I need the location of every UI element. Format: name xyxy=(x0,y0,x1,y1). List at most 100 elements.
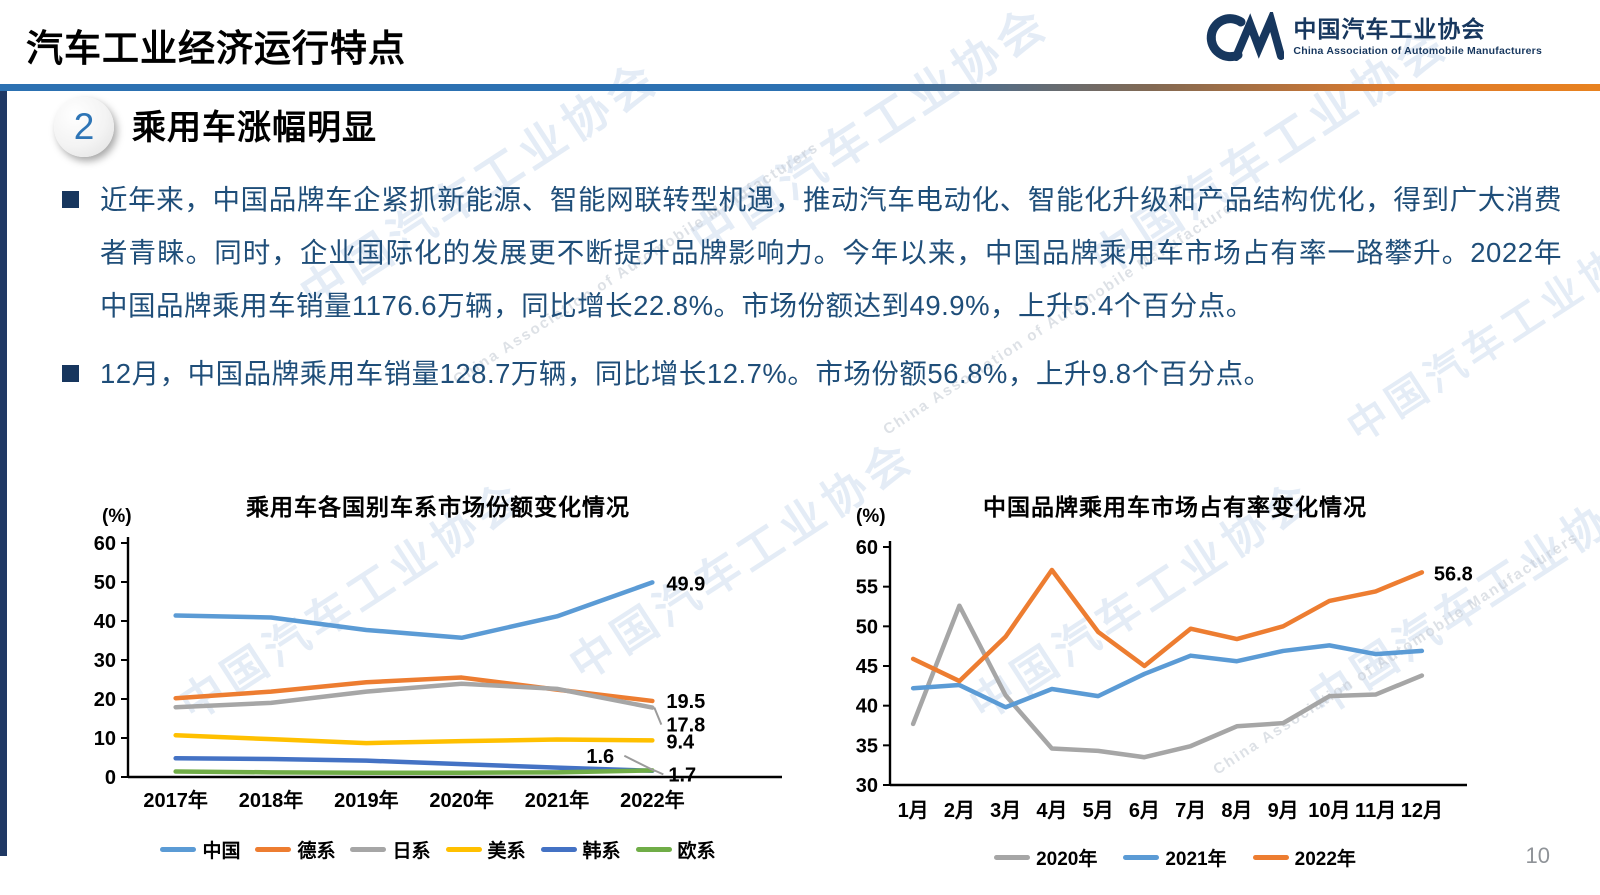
y-tick-label: 0 xyxy=(105,767,116,789)
logo-name-en: China Association of Automobile Manufact… xyxy=(1293,44,1542,57)
x-tick-label: 2月 xyxy=(944,800,975,822)
right-chart-unit-label: (%) xyxy=(856,506,886,527)
x-tick-label: 11月 xyxy=(1355,800,1396,822)
caam-logo: 中国汽车工业协会 China Association of Automobile… xyxy=(1200,12,1542,62)
bullet-square-icon xyxy=(62,191,79,208)
y-tick-label: 50 xyxy=(856,616,878,638)
series-end-label: 1.6 xyxy=(586,746,614,768)
y-tick-label: 40 xyxy=(94,611,116,633)
legend-label: 中国 xyxy=(202,841,241,862)
legend-label: 美系 xyxy=(487,841,526,862)
series-end-label: 1.7 xyxy=(668,764,696,786)
legend-swatch-icon xyxy=(350,847,387,852)
y-tick-label: 20 xyxy=(94,689,116,711)
legend-item: 韩系 xyxy=(540,836,621,863)
legend-item: 德系 xyxy=(255,836,335,863)
logo-name-cn: 中国汽车工业协会 xyxy=(1293,16,1486,43)
x-tick-label: 2022年 xyxy=(620,788,685,812)
series-line-0 xyxy=(910,603,1425,760)
left-chart: 0 10 20 30 40 50 60 2017年 2018年 2019年 2020年 2021年 20… xyxy=(94,533,782,812)
series-end-label: 9.4 xyxy=(666,731,695,753)
end-label-leader xyxy=(623,754,655,772)
y-tick-label: 30 xyxy=(94,650,116,672)
legend-swatch-icon xyxy=(1123,855,1160,860)
legend-label: 2020年 xyxy=(1036,849,1098,870)
left-accent-bar xyxy=(0,91,7,856)
legend-label: 日系 xyxy=(392,841,431,862)
end-label-leader xyxy=(653,769,664,776)
legend-item: 欧系 xyxy=(635,836,716,863)
x-tick-label: 9月 xyxy=(1268,800,1299,822)
series-end-label: 19.5 xyxy=(666,691,705,713)
x-tick-label: 5月 xyxy=(1083,800,1114,822)
x-tick-label: 4月 xyxy=(1036,800,1067,822)
x-tick-label: 2021年 xyxy=(525,788,590,812)
right-chart-title: 中国品牌乘用车市场占有率变化情况 xyxy=(983,494,1367,520)
legend-label: 2021年 xyxy=(1165,849,1227,870)
x-tick-label: 2020年 xyxy=(429,788,494,812)
end-label-leader xyxy=(653,707,663,725)
series-line-5 xyxy=(173,768,655,775)
legend-label: 2022年 xyxy=(1294,849,1356,870)
x-tick-label: 12月 xyxy=(1401,800,1443,822)
series-line-0 xyxy=(173,580,655,641)
page-number: 10 xyxy=(1525,843,1550,868)
caam-logo-mark-icon xyxy=(1207,12,1285,62)
bullet-item: 12月，中国品牌乘用车销量128.7万辆，同比增长12.7%。市场份额56.8%… xyxy=(62,348,1562,401)
series-end-label: 49.9 xyxy=(666,573,705,595)
y-tick-label: 55 xyxy=(856,577,878,599)
left-chart-unit-label: (%) xyxy=(102,506,132,527)
legend-label: 韩系 xyxy=(582,841,621,862)
section-heading: 乘用车涨幅明显 xyxy=(132,109,377,147)
bullet-square-icon xyxy=(62,365,79,383)
legend-item: 日系 xyxy=(350,836,431,863)
right-chart-legend: 2020年 2021年 2022年 xyxy=(845,844,1505,871)
y-tick-label: 40 xyxy=(856,696,878,718)
legend-item: 2020年 xyxy=(994,844,1097,871)
caam-logo-text: 中国汽车工业协会 China Association of Automobile… xyxy=(1293,16,1542,57)
bullet-text: 12月，中国品牌乘用车销量128.7万辆，同比增长12.7%。市场份额56.8%… xyxy=(100,358,1272,390)
legend-item: 中国 xyxy=(160,836,240,863)
legend-swatch-icon xyxy=(1252,855,1289,860)
x-tick-label: 3月 xyxy=(990,800,1021,822)
y-tick-label: 35 xyxy=(856,735,878,757)
y-tick-label: 50 xyxy=(94,572,116,594)
series-end-label: 56.8 xyxy=(1434,563,1473,585)
legend-label: 欧系 xyxy=(677,841,716,862)
section-number: 2 xyxy=(73,106,95,147)
series-line-3 xyxy=(173,733,655,746)
y-tick-label: 60 xyxy=(856,537,878,559)
section-number-badge: 2 xyxy=(54,97,114,157)
bullet-list: 近年来，中国品牌车企紧抓新能源、智能网联转型机遇，推动汽车电动化、智能化升级和产… xyxy=(62,174,1562,417)
bullet-item: 近年来，中国品牌车企紧抓新能源、智能网联转型机遇，推动汽车电动化、智能化升级和产… xyxy=(62,174,1562,332)
y-tick-label: 30 xyxy=(856,775,878,797)
series-line-2 xyxy=(173,681,655,710)
legend-swatch-icon xyxy=(255,847,292,852)
series-line-1 xyxy=(910,643,1425,710)
series-line-2 xyxy=(910,567,1425,684)
x-tick-label: 1月 xyxy=(898,800,929,822)
x-tick-label: 7月 xyxy=(1175,800,1206,822)
x-tick-label: 2017年 xyxy=(143,788,208,812)
x-tick-label: 6月 xyxy=(1129,800,1160,822)
legend-swatch-icon xyxy=(994,855,1031,860)
legend-swatch-icon xyxy=(635,847,672,852)
right-chart: 30 35 40 45 50 55 60 1月 2月 3月 4月 5月 6月 7月 8月 9月 10月 11月 12… xyxy=(856,537,1473,822)
page-title: 汽车工业经济运行特点 xyxy=(26,28,406,69)
x-tick-label: 10月 xyxy=(1308,800,1350,822)
left-chart-title: 乘用车各国别车系市场份额变化情况 xyxy=(246,494,630,520)
legend-swatch-icon xyxy=(540,847,577,852)
y-tick-label: 60 xyxy=(94,533,116,555)
y-tick-label: 10 xyxy=(94,728,116,750)
legend-swatch-icon xyxy=(445,847,482,852)
legend-item: 美系 xyxy=(445,836,526,863)
left-chart-legend: 中国 德系 日系 美系 韩系 欧系 xyxy=(88,836,788,863)
series-line-4 xyxy=(173,756,655,774)
x-tick-label: 2018年 xyxy=(239,788,304,812)
series-end-label: 17.8 xyxy=(666,715,705,737)
legend-item: 2021年 xyxy=(1123,844,1227,871)
x-tick-label: 2019年 xyxy=(334,788,399,812)
header-divider xyxy=(0,84,1600,91)
legend-item: 2022年 xyxy=(1252,844,1356,871)
